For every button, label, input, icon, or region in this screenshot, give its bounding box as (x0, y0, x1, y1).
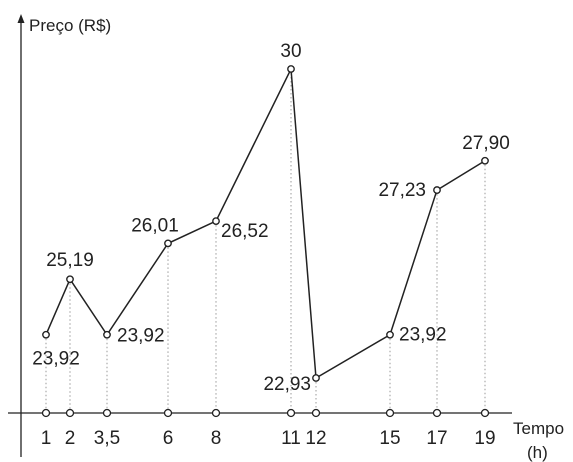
x-axis-tick-mark (102, 408, 112, 418)
x-axis-tick-mark (480, 408, 490, 418)
y-axis-arrow-icon (17, 14, 25, 23)
data-point (287, 65, 295, 73)
x-axis-tick-mark (311, 408, 321, 418)
series-line-layer (45, 66, 486, 380)
data-point (212, 217, 220, 225)
y-axis-title: Preço (R$) (29, 16, 111, 35)
x-tick-label: 6 (163, 428, 174, 449)
x-tick-label: 8 (211, 428, 222, 449)
data-label: 27,90 (462, 133, 510, 154)
data-label: 23,92 (117, 326, 165, 347)
data-label: 23,92 (399, 325, 447, 346)
x-tick-label: 11 (281, 428, 301, 449)
data-label: 30 (280, 41, 301, 62)
x-tick-label: 2 (65, 428, 76, 449)
data-point (386, 330, 394, 339)
guide-lines (45, 73, 486, 413)
data-point (66, 275, 74, 284)
x-axis-tick-mark (432, 408, 442, 418)
x-axis-tick-mark (385, 408, 395, 418)
x-tick-label: 1 (41, 428, 52, 449)
data-label: 22,93 (263, 374, 311, 395)
x-axis-title: Tempo (513, 419, 564, 438)
data-point (433, 186, 441, 194)
data-label: 26,52 (221, 221, 269, 242)
x-tick-label: 19 (474, 428, 495, 449)
data-label: 26,01 (131, 215, 179, 236)
data-point (103, 330, 111, 339)
x-axis-tick-mark (41, 408, 51, 418)
x-axis-tick-mark (65, 408, 75, 418)
x-tick-label: 15 (379, 428, 400, 449)
data-point (164, 239, 172, 248)
data-point (42, 330, 50, 339)
data-point (481, 156, 489, 165)
data-label: 25,19 (46, 250, 94, 271)
series-line (45, 66, 486, 380)
x-axis-unit: (h) (527, 443, 548, 462)
x-tick-label: 12 (305, 428, 326, 449)
x-axis-tick-mark (163, 408, 173, 418)
x-axis-tick-mark (286, 408, 296, 418)
x-tick-label: 3,5 (94, 428, 120, 449)
x-axis-tick-mark (211, 408, 221, 418)
data-point (312, 374, 320, 382)
x-tick-label: 17 (426, 428, 447, 449)
data-label: 23,92 (32, 349, 80, 370)
data-label: 27,23 (378, 180, 426, 201)
